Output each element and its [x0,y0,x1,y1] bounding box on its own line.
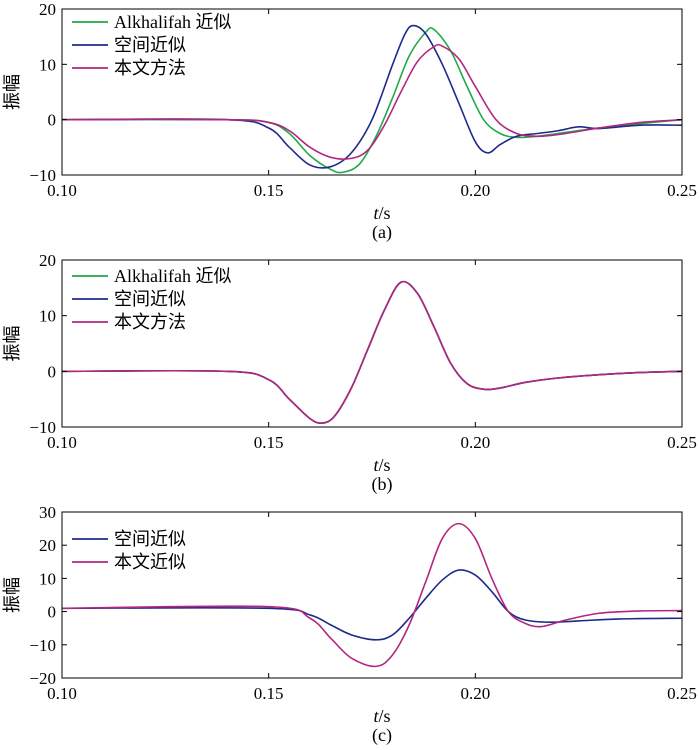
x-axis-label: t/s [373,706,390,726]
legend-entry: 空间近似 [114,289,186,309]
plot-frame [61,8,683,176]
panel-caption: (b) [372,474,393,495]
y-tick-label: 0 [48,362,57,381]
x-axis-label-unit: /s [379,455,391,475]
series-line-3 [62,280,682,425]
y-axis-label: 振幅 [2,577,22,613]
x-tick-label: 0.10 [47,433,77,452]
x-tick-label: 0.15 [254,433,284,452]
x-tick-label: 0.15 [254,684,284,703]
chart-panel-2: 0.10 0.15 0.20 0.25 −10 0 10 20 振幅 t/s(b) Alkhalif… [2,251,697,495]
x-axis-label-variable: t [373,706,379,726]
y-tick-label: 0 [48,111,57,130]
x-tick-label: 0.20 [460,433,490,452]
y-tick-label: 30 [39,503,56,522]
y-tick-label: 10 [39,569,56,588]
legend-entry: 空间近似 [114,35,186,55]
plot-frame [61,259,683,428]
x-axis-label: t/s [373,203,390,223]
legend-entry: Alkhalifah 近似 [114,12,231,32]
x-axis-label-unit: /s [379,706,391,726]
y-tick-label: 20 [39,0,56,19]
series-line-2 [62,24,682,169]
x-tick-label: 0.15 [254,181,284,200]
x-axis-label-variable: t [373,455,379,475]
y-tick-label: 20 [39,251,56,270]
y-tick-label: −20 [29,669,56,688]
legend-entry: 空间近似 [114,529,186,549]
x-tick-label: 0.10 [47,181,77,200]
x-tick-label: 0.25 [667,684,697,703]
series-line-1 [62,569,682,641]
legend-entry: Alkhalifah 近似 [114,266,231,286]
x-tick-label: 0.25 [667,181,697,200]
x-tick-label: 0.20 [460,684,490,703]
chart-panel-3: 0.10 0.15 0.20 0.25 −20 −10 0 10 20 30 振幅 t/s(c) 空间近… [2,503,697,746]
legend-entry: 本文方法 [114,312,186,332]
panel-caption: (c) [372,725,392,746]
series-line-2 [62,522,682,668]
y-tick-label: 0 [48,603,57,622]
x-axis-label: t/s [373,455,390,475]
x-tick-label: 0.20 [460,181,490,200]
chart-panel-1: 0.10 0.15 0.20 0.25 −10 0 10 20 振幅 t/s(a) Alkhalif… [2,0,697,243]
y-tick-label: −10 [29,636,56,655]
y-axis-label: 振幅 [2,74,22,110]
y-tick-label: 10 [39,307,56,326]
x-tick-label: 0.25 [667,433,697,452]
x-axis-label-unit: /s [379,203,391,223]
y-tick-label: 20 [39,536,56,555]
y-tick-label: −10 [29,418,56,437]
plot-frame [61,511,683,679]
legend-entry: 本文方法 [114,58,186,78]
series-line-3 [62,43,682,160]
x-tick-label: 0.10 [47,684,77,703]
x-axis-label-variable: t [373,203,379,223]
panel-caption: (a) [372,222,392,243]
y-tick-label: −10 [29,166,56,185]
y-tick-label: 10 [39,55,56,74]
y-axis-label: 振幅 [2,326,22,362]
legend-entry: 本文近似 [114,552,186,572]
